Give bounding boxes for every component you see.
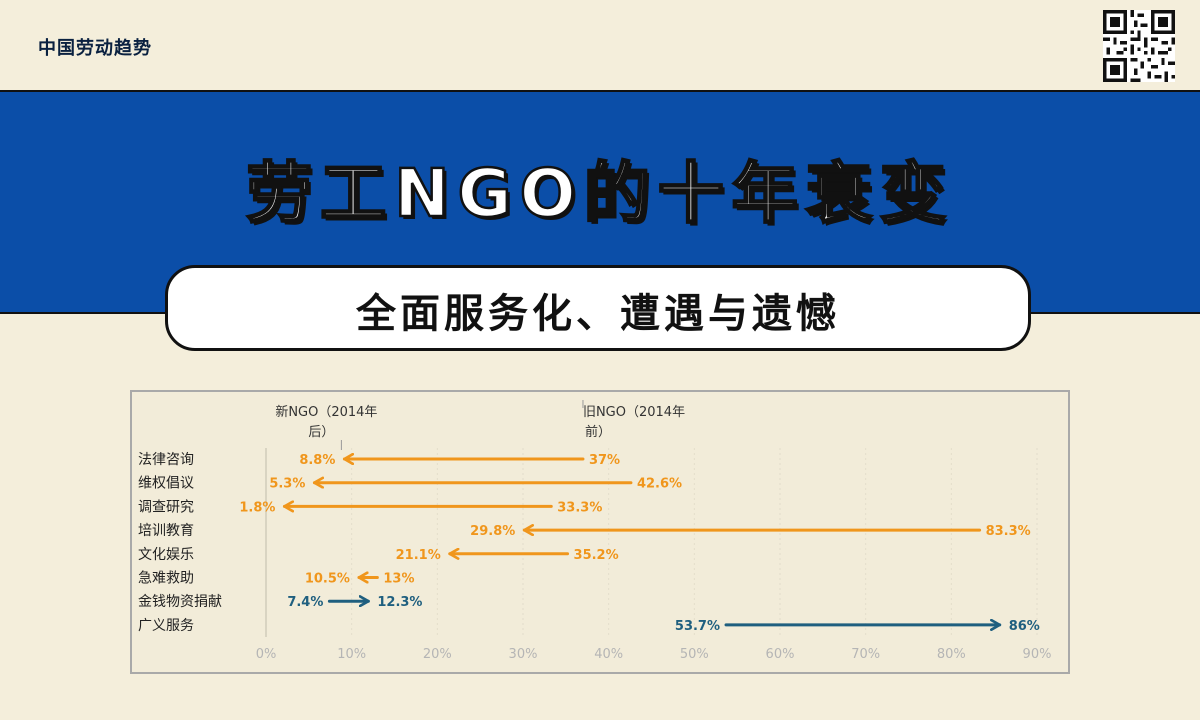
legend-new-label: 新NGO（2014年 [275,404,377,420]
x-tick-label: 90% [1023,647,1052,662]
new-value-label: 29.8% [470,524,515,539]
new-value-label: 86% [1009,619,1040,634]
legend-old-label: 旧NGO（2014年 [583,405,685,420]
old-value-label: 83.3% [986,524,1031,539]
x-tick-label: 70% [851,647,880,662]
x-tick-label: 10% [337,647,366,662]
x-tick-label: 60% [766,647,795,662]
subtitle-pill [165,265,1031,351]
new-value-label: 5.3% [269,477,305,492]
x-tick-label: 30% [509,647,538,662]
x-tick-label: 20% [423,647,452,662]
old-value-label: 7.4% [287,595,323,610]
category-label: 维权倡议 [138,476,194,492]
new-value-label: 10.5% [305,572,350,587]
legend-new-label: 后） [308,425,334,440]
new-value-label: 8.8% [299,453,335,468]
new-value-label: 21.1% [396,548,441,563]
category-label: 调查研究 [138,499,194,515]
page-title: 劳工NGO的十年衰变 [245,154,954,234]
category-label: 金钱物资捐献 [138,594,222,610]
chart-card [130,390,1070,674]
category-label: 法律咨询 [138,452,194,468]
new-value-label: 12.3% [377,595,422,610]
old-value-label: 42.6% [637,477,682,492]
x-tick-label: 80% [937,647,966,662]
new-value-label: 1.8% [239,500,275,515]
arrow-chart: 0% 10% 20% 30% 40% 50% 60% 70% 80% 90% 新NGO（2014年后… [138,400,1052,662]
category-label: 文化娱乐 [138,547,194,563]
old-value-label: 35.2% [574,548,619,563]
x-tick-label: 40% [594,647,623,662]
old-value-label: 13% [383,572,414,587]
category-label: 急难救助 [138,571,194,587]
category-label: 广义服务 [138,618,194,634]
page-subtitle: 全面服务化、遭遇与遗憾 [356,291,840,337]
old-value-label: 53.7% [675,619,720,634]
qr-code-icon[interactable] [1103,10,1175,82]
old-value-label: 33.3% [557,500,602,515]
x-tick-label: 50% [680,647,709,662]
category-label: 培训教育 [138,523,194,539]
old-value-label: 37% [589,453,620,468]
brand-name: 中国劳动趋势 [38,38,152,59]
legend-old-label: 前） [585,424,611,440]
x-tick-label: 0% [256,647,277,662]
